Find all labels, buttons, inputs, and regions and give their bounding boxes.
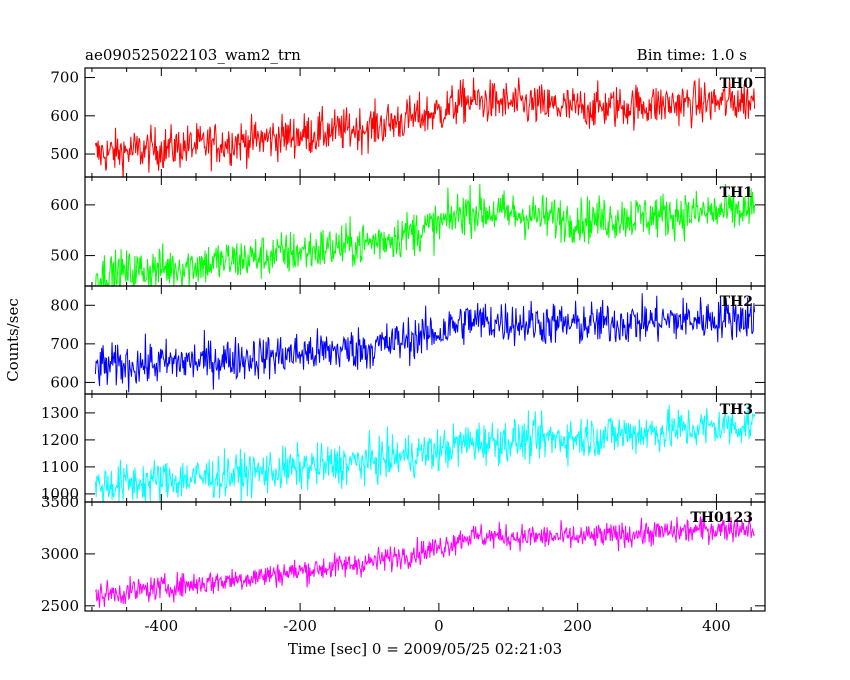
x-tick-label: 200 [563, 617, 592, 635]
series-line-th3 [94, 403, 756, 502]
y-tick-label: 600 [50, 196, 79, 214]
y-tick-label: 3500 [41, 493, 79, 511]
y-tick-label: 500 [50, 247, 79, 265]
series-line-th1 [95, 183, 756, 286]
y-tick-label: 500 [50, 145, 79, 163]
panel-frame [84, 176, 766, 287]
y-tick-label: 700 [50, 335, 79, 353]
series-line-th2 [94, 293, 756, 393]
y-tick-label: 600 [50, 373, 79, 391]
x-tick-label: 400 [702, 617, 731, 635]
panel-label-th0: TH0 [720, 76, 754, 92]
x-axis-label: Time [sec] 0 = 2009/05/25 02:21:03 [288, 640, 562, 658]
panel-th1: 500 600 TH1 [50, 176, 766, 287]
x-tick-label: -200 [283, 617, 317, 635]
panel-label-th0123: TH0123 [690, 510, 753, 526]
panel-label-th1: TH1 [720, 185, 753, 201]
x-tick-label: -400 [144, 617, 178, 635]
panel-th0123: 2500 3000 3500 TH0123 [41, 493, 766, 615]
panel-label-th2: TH2 [720, 294, 753, 310]
y-tick-label: 700 [50, 69, 79, 87]
panel-frame [84, 285, 766, 395]
chart-subtitle: Bin time: 1.0 s [637, 46, 747, 64]
chart-title: ae090525022103_wam2_trn [85, 46, 301, 64]
panel-th0: 500 600 700 TH0 [50, 67, 766, 178]
panel-label-th3: TH3 [720, 402, 753, 418]
y-tick-label: 3000 [41, 545, 79, 563]
series-line-th0123 [94, 516, 756, 608]
x-tick-label: 0 [434, 617, 444, 635]
y-tick-label: 2500 [41, 597, 79, 615]
y-tick-label: 1000 [41, 485, 79, 503]
panel-th2: 600 700 800 TH2 [50, 285, 766, 395]
y-tick-label: 800 [50, 296, 79, 314]
y-tick-label: 1200 [41, 431, 79, 449]
panel-th3: 1000 1100 1200 1300 TH3 [41, 393, 766, 503]
series-line-th0 [94, 77, 756, 177]
y-tick-label: 1100 [41, 458, 79, 476]
y-tick-label: 1300 [41, 404, 79, 422]
panel-frame [84, 501, 766, 612]
y-axis-label: Counts/sec [4, 298, 22, 382]
panels: 500 600 700 TH0 500 600 TH1 600 700 800 TH2 1000 110… [41, 67, 766, 635]
y-tick-label: 600 [50, 107, 79, 125]
